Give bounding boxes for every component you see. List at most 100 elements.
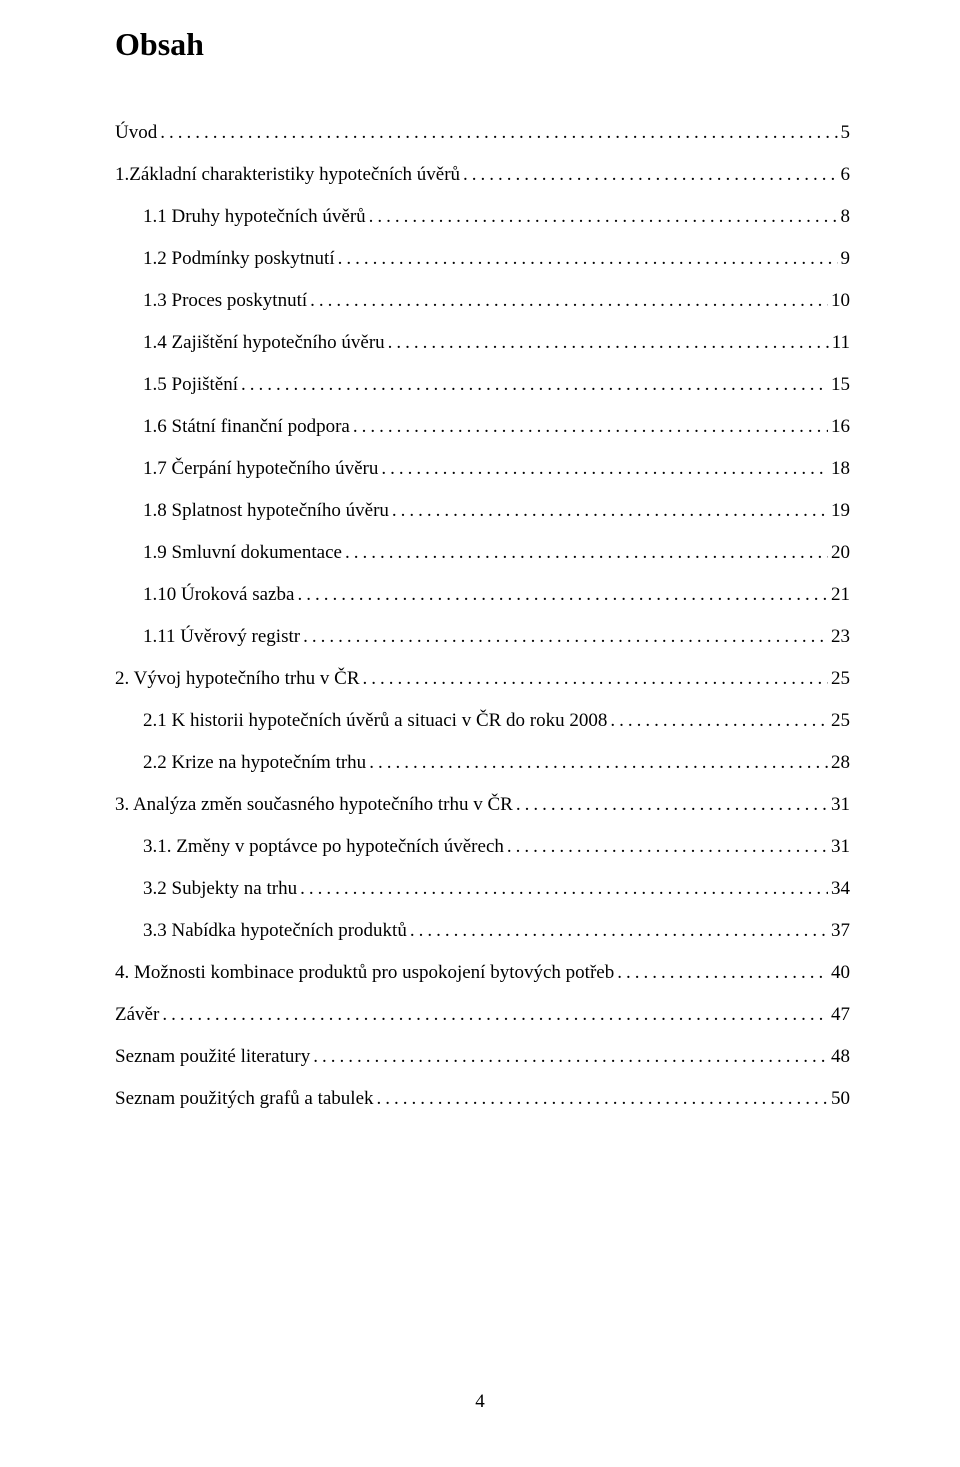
toc-entry-label: Úvod [115, 123, 157, 142]
toc-row: 2. Vývoj hypotečního trhu v ČR 25 [115, 669, 850, 688]
toc-entry-page: 5 [841, 123, 851, 142]
toc-entry-page: 37 [831, 921, 850, 940]
toc-leader-dots [392, 501, 828, 520]
toc-entry-page: 20 [831, 543, 850, 562]
toc-row: 2.1 K historii hypotečních úvěrů a situa… [143, 711, 850, 730]
toc-row: 2.2 Krize na hypotečním trhu 28 [143, 753, 850, 772]
toc-entry-page: 11 [832, 333, 850, 352]
toc-entry-label: Seznam použitých grafů a tabulek [115, 1089, 374, 1108]
toc-leader-dots [377, 1089, 828, 1108]
toc-row: 1.11 Úvěrový registr 23 [143, 627, 850, 646]
toc-entry-page: 40 [831, 963, 850, 982]
toc-entry-label: Závěr [115, 1005, 159, 1024]
toc-row: 1.7 Čerpání hypotečního úvěru 18 [143, 459, 850, 478]
toc-leader-dots [345, 543, 828, 562]
toc-entry-label: 3.2 Subjekty na trhu [143, 879, 297, 898]
toc-entry-label: 3.1. Změny v poptávce po hypotečních úvě… [143, 837, 504, 856]
toc-entry-page: 19 [831, 501, 850, 520]
toc-entry-page: 34 [831, 879, 850, 898]
toc-entry-label: 2. Vývoj hypotečního trhu v ČR [115, 669, 360, 688]
toc-leader-dots [162, 1005, 828, 1024]
toc-entry-page: 10 [831, 291, 850, 310]
toc-row: 3.2 Subjekty na trhu 34 [143, 879, 850, 898]
toc-entry-page: 50 [831, 1089, 850, 1108]
toc-row: 1.9 Smluvní dokumentace 20 [143, 543, 850, 562]
toc-leader-dots [363, 669, 828, 688]
toc-entry-label: 2.1 K historii hypotečních úvěrů a situa… [143, 711, 607, 730]
toc-row: 1.8 Splatnost hypotečního úvěru 19 [143, 501, 850, 520]
toc-entry-label: 1.4 Zajištění hypotečního úvěru [143, 333, 385, 352]
toc-entry-page: 15 [831, 375, 850, 394]
toc-leader-dots [310, 291, 828, 310]
toc-row: 1.1 Druhy hypotečních úvěrů 8 [143, 207, 850, 226]
toc-row: Seznam použité literatury 48 [115, 1047, 850, 1066]
toc-leader-dots [338, 249, 838, 268]
toc-row: Úvod 5 [115, 123, 850, 142]
toc-entry-label: 1.7 Čerpání hypotečního úvěru [143, 459, 378, 478]
toc-entry-page: 16 [831, 417, 850, 436]
toc-leader-dots [303, 627, 828, 646]
toc-entry-label: 1.2 Podmínky poskytnutí [143, 249, 335, 268]
toc-entry-label: Seznam použité literatury [115, 1047, 310, 1066]
toc-leader-dots [617, 963, 828, 982]
toc-entry-page: 25 [831, 669, 850, 688]
toc-leader-dots [388, 333, 829, 352]
toc-leader-dots [160, 123, 837, 142]
toc-entry-label: 1.6 Státní finanční podpora [143, 417, 350, 436]
toc-row: 1.4 Zajištění hypotečního úvěru 11 [143, 333, 850, 352]
toc-leader-dots [381, 459, 828, 478]
toc-entry-page: 8 [841, 207, 851, 226]
toc-entry-label: 3.3 Nabídka hypotečních produktů [143, 921, 407, 940]
toc-leader-dots [463, 165, 837, 184]
toc-entry-page: 6 [841, 165, 851, 184]
toc-entry-label: 1.3 Proces poskytnutí [143, 291, 307, 310]
toc-entry-label: 3. Analýza změn současného hypotečního t… [115, 795, 513, 814]
toc-entry-label: 1.11 Úvěrový registr [143, 627, 300, 646]
toc-entry-page: 25 [831, 711, 850, 730]
toc-row: 1.6 Státní finanční podpora 16 [143, 417, 850, 436]
toc-leader-dots [241, 375, 828, 394]
toc-leader-dots [297, 585, 828, 604]
toc-row: 1.10 Úroková sazba 21 [143, 585, 850, 604]
toc-leader-dots [516, 795, 828, 814]
toc-row: 4. Možnosti kombinace produktů pro uspok… [115, 963, 850, 982]
table-of-contents: Úvod 5 1.Základní charakteristiky hypoteč… [115, 123, 850, 1108]
toc-entry-label: 1.8 Splatnost hypotečního úvěru [143, 501, 389, 520]
toc-entry-page: 31 [831, 795, 850, 814]
toc-leader-dots [410, 921, 828, 940]
toc-entry-label: 2.2 Krize na hypotečním trhu [143, 753, 366, 772]
toc-entry-label: 4. Možnosti kombinace produktů pro uspok… [115, 963, 614, 982]
toc-row: Závěr 47 [115, 1005, 850, 1024]
toc-entry-page: 9 [841, 249, 851, 268]
toc-row: 3.3 Nabídka hypotečních produktů 37 [143, 921, 850, 940]
toc-leader-dots [507, 837, 828, 856]
toc-leader-dots [353, 417, 828, 436]
toc-entry-page: 23 [831, 627, 850, 646]
page-number: 4 [0, 1391, 960, 1413]
toc-row: 1.5 Pojištění 15 [143, 375, 850, 394]
toc-row: 1.2 Podmínky poskytnutí 9 [143, 249, 850, 268]
toc-row: Seznam použitých grafů a tabulek 50 [115, 1089, 850, 1108]
toc-row: 1.Základní charakteristiky hypotečních ú… [115, 165, 850, 184]
page-title: Obsah [115, 26, 850, 63]
toc-row: 1.3 Proces poskytnutí 10 [143, 291, 850, 310]
toc-entry-label: 1.10 Úroková sazba [143, 585, 294, 604]
toc-entry-page: 21 [831, 585, 850, 604]
toc-row: 3.1. Změny v poptávce po hypotečních úvě… [143, 837, 850, 856]
toc-entry-label: 1.1 Druhy hypotečních úvěrů [143, 207, 366, 226]
toc-row: 3. Analýza změn současného hypotečního t… [115, 795, 850, 814]
toc-entry-label: 1.5 Pojištění [143, 375, 238, 394]
toc-leader-dots [369, 753, 828, 772]
toc-leader-dots [300, 879, 828, 898]
toc-entry-label: 1.Základní charakteristiky hypotečních ú… [115, 165, 460, 184]
toc-entry-page: 28 [831, 753, 850, 772]
toc-entry-page: 48 [831, 1047, 850, 1066]
toc-leader-dots [610, 711, 828, 730]
document-page: Obsah Úvod 5 1.Základní charakteristiky h… [0, 0, 960, 1467]
toc-entry-label: 1.9 Smluvní dokumentace [143, 543, 342, 562]
toc-entry-page: 18 [831, 459, 850, 478]
toc-leader-dots [369, 207, 838, 226]
toc-leader-dots [313, 1047, 828, 1066]
toc-entry-page: 31 [831, 837, 850, 856]
toc-entry-page: 47 [831, 1005, 850, 1024]
